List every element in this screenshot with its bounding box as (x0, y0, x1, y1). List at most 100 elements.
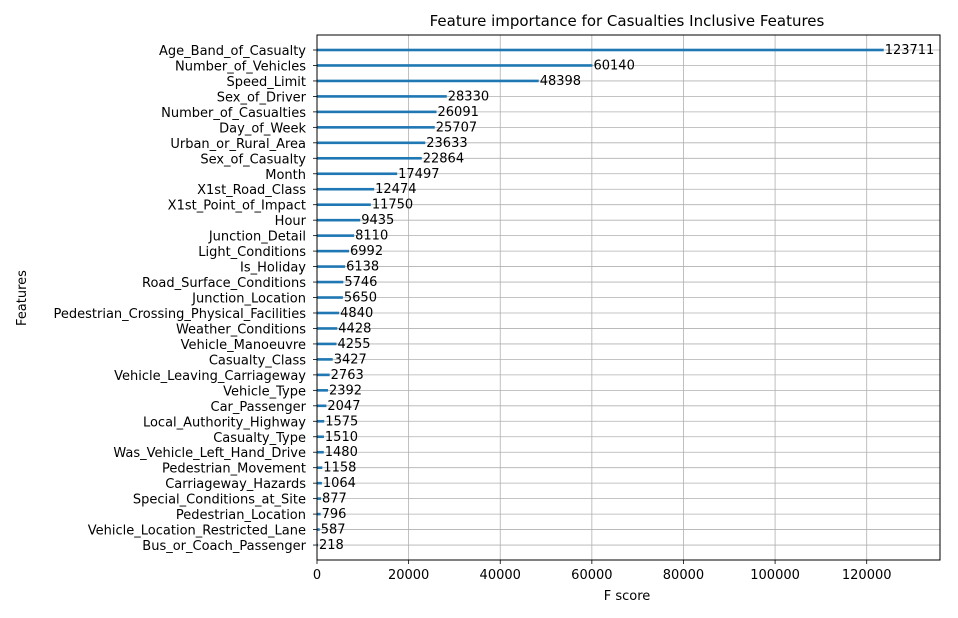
plot-frame (316, 34, 941, 561)
y-tick-label: Junction_Detail (208, 230, 306, 245)
bar-value-label: 3427 (334, 352, 367, 367)
y-tick-label: Speed_Limit (227, 75, 306, 90)
bar-value-label: 796 (322, 507, 347, 522)
y-tick-label: Pedestrian_Movement (162, 462, 306, 477)
x-tick-label: 80000 (663, 568, 704, 583)
bar (317, 327, 338, 330)
bar (317, 512, 321, 516)
bar-value-label: 218 (319, 538, 344, 553)
bar-value-label: 2047 (327, 399, 360, 414)
bar-value-label: 4840 (340, 306, 373, 321)
bar-value-label: 6138 (346, 260, 379, 275)
bar (317, 419, 325, 423)
y-tick-label: Casualty_Type (213, 431, 306, 446)
y-tick-label: Bus_or_Coach_Passenger (142, 539, 306, 554)
bar (317, 110, 437, 114)
x-tick-label: 120000 (842, 568, 892, 583)
bar (317, 280, 344, 284)
bar (317, 48, 884, 52)
y-tick-label: Pedestrian_Crossing_Physical_Facilities (54, 307, 307, 322)
bar (317, 218, 361, 222)
bar (317, 234, 355, 237)
bar (317, 79, 539, 83)
bar-value-label: 123711 (885, 43, 935, 58)
bar (317, 249, 350, 253)
y-tick-label: X1st_Point_of_Impact (168, 199, 306, 214)
bar (317, 481, 322, 485)
bar-value-label: 28330 (448, 89, 489, 104)
bar (317, 404, 327, 408)
x-tick-label: 40000 (480, 568, 521, 583)
y-tick-label: X1st_Road_Class (197, 183, 306, 198)
bar-value-label: 60140 (593, 58, 634, 73)
bar (317, 358, 333, 361)
bar-value-label: 48398 (540, 74, 581, 89)
bar-value-label: 877 (322, 492, 347, 507)
y-tick-label: Vehicle_Type (223, 384, 306, 399)
y-tick-label: Sex_of_Casualty (200, 152, 306, 167)
y-tick-label: Day_of_Week (219, 121, 306, 136)
bar (317, 64, 593, 67)
bar (317, 156, 422, 160)
x-tick-label: 0 (313, 568, 321, 583)
bar-value-label: 2763 (331, 368, 364, 383)
bar (317, 466, 323, 469)
bar-value-label: 4255 (337, 337, 370, 352)
y-tick-label: Vehicle_Location_Restricted_Lane (88, 524, 306, 539)
bar (317, 497, 322, 500)
x-tick-label: 100000 (750, 568, 800, 583)
y-tick-label: Is_Holiday (240, 261, 306, 276)
bar-value-label: 1064 (323, 476, 356, 491)
y-tick-label: Vehicle_Manoeuvre (181, 338, 306, 353)
y-tick-label: Number_of_Casualties (161, 106, 306, 121)
x-tick-label: 20000 (388, 568, 429, 583)
bar-value-label: 8110 (355, 229, 388, 244)
bar-value-label: 2392 (329, 383, 362, 398)
bar (317, 203, 371, 206)
bar (317, 172, 398, 176)
bar-value-label: 6992 (350, 244, 383, 259)
x-tick-labels: 0 20000 40000 60000 80000 100000 120000 (313, 560, 892, 583)
y-tick-label: Urban_or_Rural_Area (170, 137, 306, 152)
y-tick-label: Vehicle_Leaving_Carriageway (114, 369, 306, 384)
y-tick-label: Casualty_Class (209, 353, 306, 368)
bar-value-label: 23633 (426, 136, 467, 151)
bar-value-label: 9435 (361, 213, 394, 228)
bar-value-label: 1480 (325, 445, 358, 460)
y-tick-label: Number_of_Vehicles (175, 59, 306, 74)
y-tick-label: Car_Passenger (211, 400, 307, 415)
y-tick-label: Month (265, 168, 306, 183)
y-tick-labels: Age_Band_of_CasualtyNumber_of_VehiclesSp… (54, 44, 317, 554)
bar-value-label: 17497 (398, 167, 439, 182)
bar (317, 265, 346, 268)
y-tick-label: Sex_of_Driver (217, 90, 307, 105)
bar-value-label: 25707 (436, 120, 477, 135)
bar (317, 373, 330, 377)
bar (317, 95, 447, 98)
bar-value-label: 12474 (375, 182, 416, 197)
bar-value-label: 5746 (344, 275, 377, 290)
y-tick-label: Special_Conditions_at_Site (133, 493, 306, 508)
y-tick-label: Light_Conditions (198, 245, 306, 260)
y-tick-label: Junction_Location (191, 292, 306, 307)
bar-value-label: 1158 (323, 461, 356, 476)
y-tick-label: Weather_Conditions (176, 322, 306, 337)
bar (317, 450, 324, 454)
bar (317, 141, 426, 145)
y-axis-label: Features (15, 270, 30, 326)
bars-layer (317, 48, 884, 547)
bar (317, 296, 343, 299)
y-tick-label: Road_Surface_Conditions (142, 276, 306, 291)
bar (317, 311, 340, 315)
x-tick-label: 60000 (571, 568, 612, 583)
y-tick-label: Was_Vehicle_Left_Hand_Drive (113, 446, 306, 461)
bar-value-label: 26091 (438, 105, 479, 120)
y-tick-label: Hour (275, 214, 307, 229)
bar (317, 126, 435, 129)
bar (317, 187, 375, 191)
bar-value-label: 4428 (338, 321, 371, 336)
bar-value-label: 11750 (372, 198, 413, 213)
bar (317, 435, 324, 439)
